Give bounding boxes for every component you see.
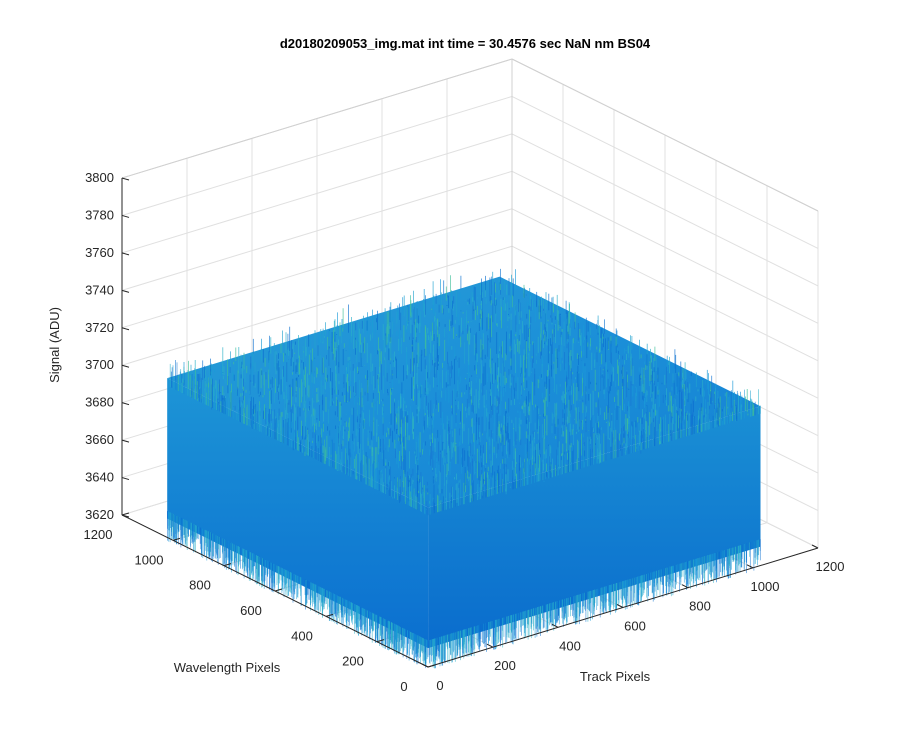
back-wall-grid-line bbox=[121, 208, 513, 329]
z-tick bbox=[121, 477, 130, 481]
back-wall-grid-line bbox=[121, 170, 513, 291]
x-axis-title: Track Pixels bbox=[580, 669, 651, 684]
z-tick-label: 3620 bbox=[85, 507, 114, 522]
y-tick-label: 1000 bbox=[135, 552, 164, 567]
y-tick bbox=[325, 613, 334, 617]
surface-noise bbox=[167, 268, 761, 669]
z-tick bbox=[121, 327, 130, 331]
y-tick bbox=[376, 639, 385, 643]
z-tick-label: 3720 bbox=[85, 320, 114, 335]
side-wall-grid-line bbox=[511, 208, 819, 362]
side-wall-grid-line bbox=[511, 170, 819, 324]
labels: d20180209053_img.mat int time = 30.4576 … bbox=[47, 36, 651, 684]
z-tick-label: 3660 bbox=[85, 432, 114, 447]
z-tick-label: 3700 bbox=[85, 357, 114, 372]
z-tick bbox=[121, 177, 130, 181]
z-tick bbox=[121, 439, 130, 443]
x-tick bbox=[681, 584, 689, 589]
x-tick bbox=[486, 643, 494, 648]
y-tick-label: 800 bbox=[189, 578, 211, 593]
z-tick bbox=[121, 252, 130, 256]
x-tick-label: 1000 bbox=[751, 579, 780, 594]
z-axis-title: Signal (ADU) bbox=[47, 307, 62, 383]
z-tick-label: 3680 bbox=[85, 395, 114, 410]
back-wall-grid-line bbox=[121, 245, 513, 366]
y-tick-label: 1200 bbox=[84, 527, 113, 542]
x-tick bbox=[616, 604, 624, 608]
x-tick-label: 400 bbox=[559, 638, 581, 653]
x-tick bbox=[551, 623, 559, 628]
z-tick-label: 3640 bbox=[85, 470, 114, 485]
x-tick bbox=[421, 663, 429, 668]
back-wall-grid-line bbox=[121, 133, 513, 254]
y-tick bbox=[274, 588, 283, 592]
z-tick-label: 3740 bbox=[85, 282, 114, 297]
y-tick-label: 600 bbox=[240, 603, 262, 618]
surface-left-face bbox=[167, 378, 429, 649]
z-tick-label: 3760 bbox=[85, 245, 114, 260]
z-tick bbox=[121, 402, 130, 406]
z-tick bbox=[121, 364, 130, 368]
side-wall-grid-line bbox=[511, 133, 819, 287]
side-wall-grid-line bbox=[511, 245, 819, 399]
y-tick bbox=[121, 512, 130, 516]
y-axis-title: Wavelength Pixels bbox=[174, 660, 281, 675]
chart-title: d20180209053_img.mat int time = 30.4576 … bbox=[280, 36, 651, 51]
y-tick bbox=[223, 563, 232, 567]
back-top-edge bbox=[121, 58, 513, 179]
z-tick bbox=[121, 514, 130, 518]
x-tick-label: 600 bbox=[624, 619, 646, 634]
z-tick bbox=[121, 289, 130, 293]
side-wall-grid-line bbox=[511, 95, 819, 249]
y-tick-label: 400 bbox=[291, 628, 313, 643]
y-tick-label: 0 bbox=[400, 679, 407, 694]
z-tick-label: 3780 bbox=[85, 207, 114, 222]
z-tick bbox=[121, 214, 130, 218]
x-tick-label: 200 bbox=[494, 658, 516, 673]
back-top-edge bbox=[511, 58, 819, 212]
x-tick-label: 800 bbox=[689, 599, 711, 614]
y-tick bbox=[172, 537, 181, 541]
x-tick-label: 1200 bbox=[816, 559, 845, 574]
back-wall-grid-line bbox=[121, 95, 513, 216]
x-tick bbox=[746, 564, 754, 569]
surface bbox=[167, 268, 761, 669]
x-tick bbox=[811, 544, 819, 549]
z-tick-label: 3800 bbox=[85, 170, 114, 185]
axes: 0 200 400 600 800 1000 1200 0 200 400 600 800 1000 12… bbox=[84, 170, 845, 694]
surface-right-face bbox=[428, 406, 761, 649]
x-tick-label: 0 bbox=[436, 678, 443, 693]
y-tick-label: 200 bbox=[342, 654, 364, 669]
y-tick bbox=[427, 664, 436, 668]
